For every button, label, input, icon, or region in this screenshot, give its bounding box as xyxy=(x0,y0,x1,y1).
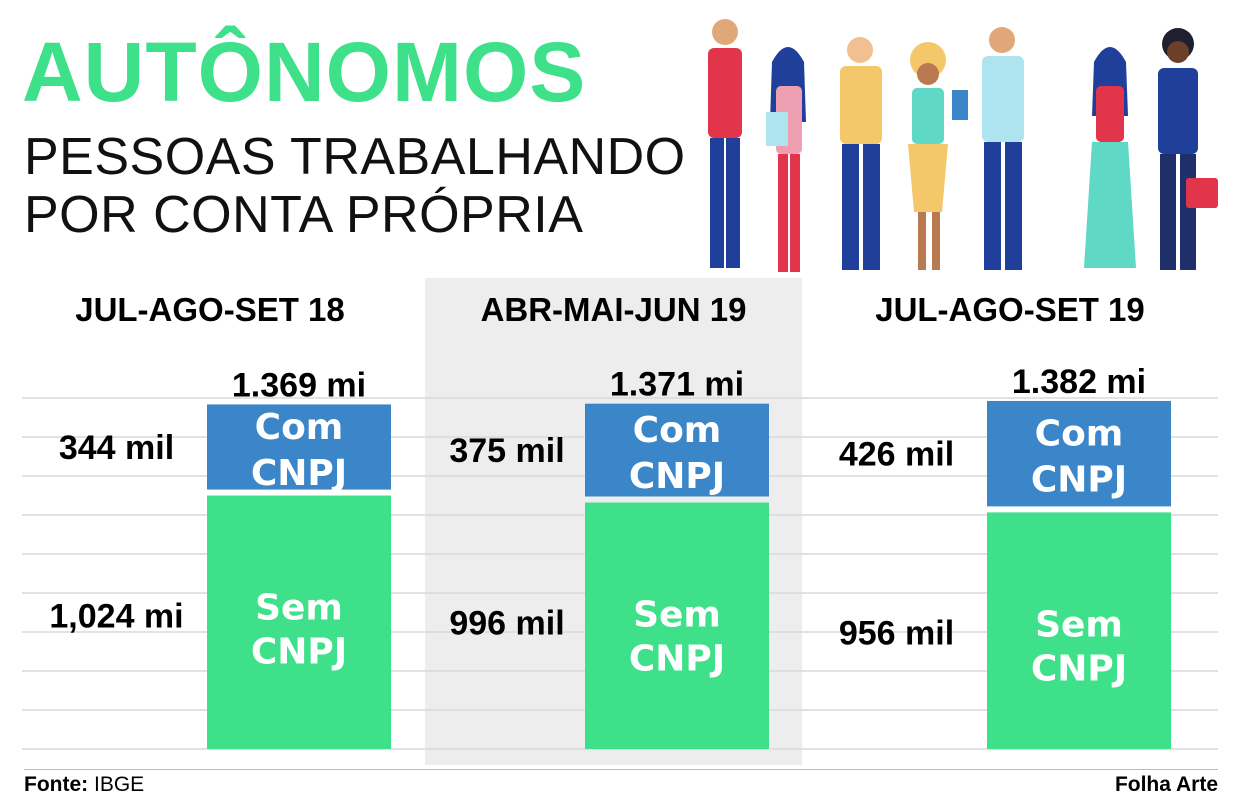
person-2 xyxy=(766,47,806,272)
footer: Fonte: IBGE Folha Arte xyxy=(24,769,1218,800)
chart-title: AUTÔNOMOS xyxy=(22,25,587,119)
period-label: JUL-AGO-SET 19 xyxy=(875,291,1145,328)
bar-series-label: Com xyxy=(1035,414,1124,455)
total-value-label: 1.382 mi xyxy=(1012,363,1146,401)
bar-series-label: Com xyxy=(633,410,722,451)
person-6 xyxy=(1084,47,1136,268)
sem-cnpj-value-label: 1,024 mi xyxy=(49,598,183,636)
bar-com-cnpj xyxy=(987,400,1171,507)
total-value-label: 1.371 mi xyxy=(610,366,744,404)
period-label: ABR-MAI-JUN 19 xyxy=(481,291,747,328)
source-label: Fonte: xyxy=(24,773,89,796)
bar-series-label: Com xyxy=(255,407,344,448)
bar-series-label: Sem xyxy=(255,588,343,629)
subtitle-line-2: POR CONTA PRÓPRIA xyxy=(24,186,584,244)
sem-cnpj-value-label: 996 mil xyxy=(449,604,564,642)
subtitle-line-1: PESSOAS TRABALHANDO xyxy=(24,128,686,186)
com-cnpj-value-label: 344 mil xyxy=(59,429,174,467)
bar-series-label: CNPJ xyxy=(1031,460,1127,501)
person-3 xyxy=(840,37,882,270)
bar-com-cnpj xyxy=(207,404,391,490)
bar-series-label: CNPJ xyxy=(251,453,347,494)
bar-series-label: CNPJ xyxy=(629,638,725,679)
person-7 xyxy=(1158,28,1218,270)
bar-series-label: Sem xyxy=(1035,604,1123,645)
person-1 xyxy=(708,19,742,268)
bar-com-cnpj xyxy=(585,403,769,497)
bar-series-label: Sem xyxy=(633,594,721,635)
source-note: Fonte: IBGE xyxy=(24,773,144,797)
period-label: JUL-AGO-SET 18 xyxy=(75,291,345,328)
com-cnpj-value-label: 426 mil xyxy=(839,436,954,474)
bar-series-label: CNPJ xyxy=(1031,648,1127,689)
bar-sem-cnpj xyxy=(585,502,769,749)
bar-series-label: CNPJ xyxy=(251,632,347,673)
bar-sem-cnpj xyxy=(207,495,391,749)
total-value-label: 1.369 mi xyxy=(232,366,366,404)
bar-series-label: CNPJ xyxy=(629,456,725,497)
group-of-people-illustration xyxy=(708,19,1218,272)
bar-sem-cnpj xyxy=(987,512,1171,749)
credit: Folha Arte xyxy=(1114,773,1218,796)
person-5 xyxy=(982,27,1024,270)
com-cnpj-value-label: 375 mil xyxy=(449,432,564,470)
chart-subtitle: PESSOAS TRABALHANDO POR CONTA PRÓPRIA xyxy=(24,128,686,244)
person-4 xyxy=(908,42,968,270)
source-value: IBGE xyxy=(94,773,145,796)
sem-cnpj-value-label: 956 mil xyxy=(839,614,954,652)
